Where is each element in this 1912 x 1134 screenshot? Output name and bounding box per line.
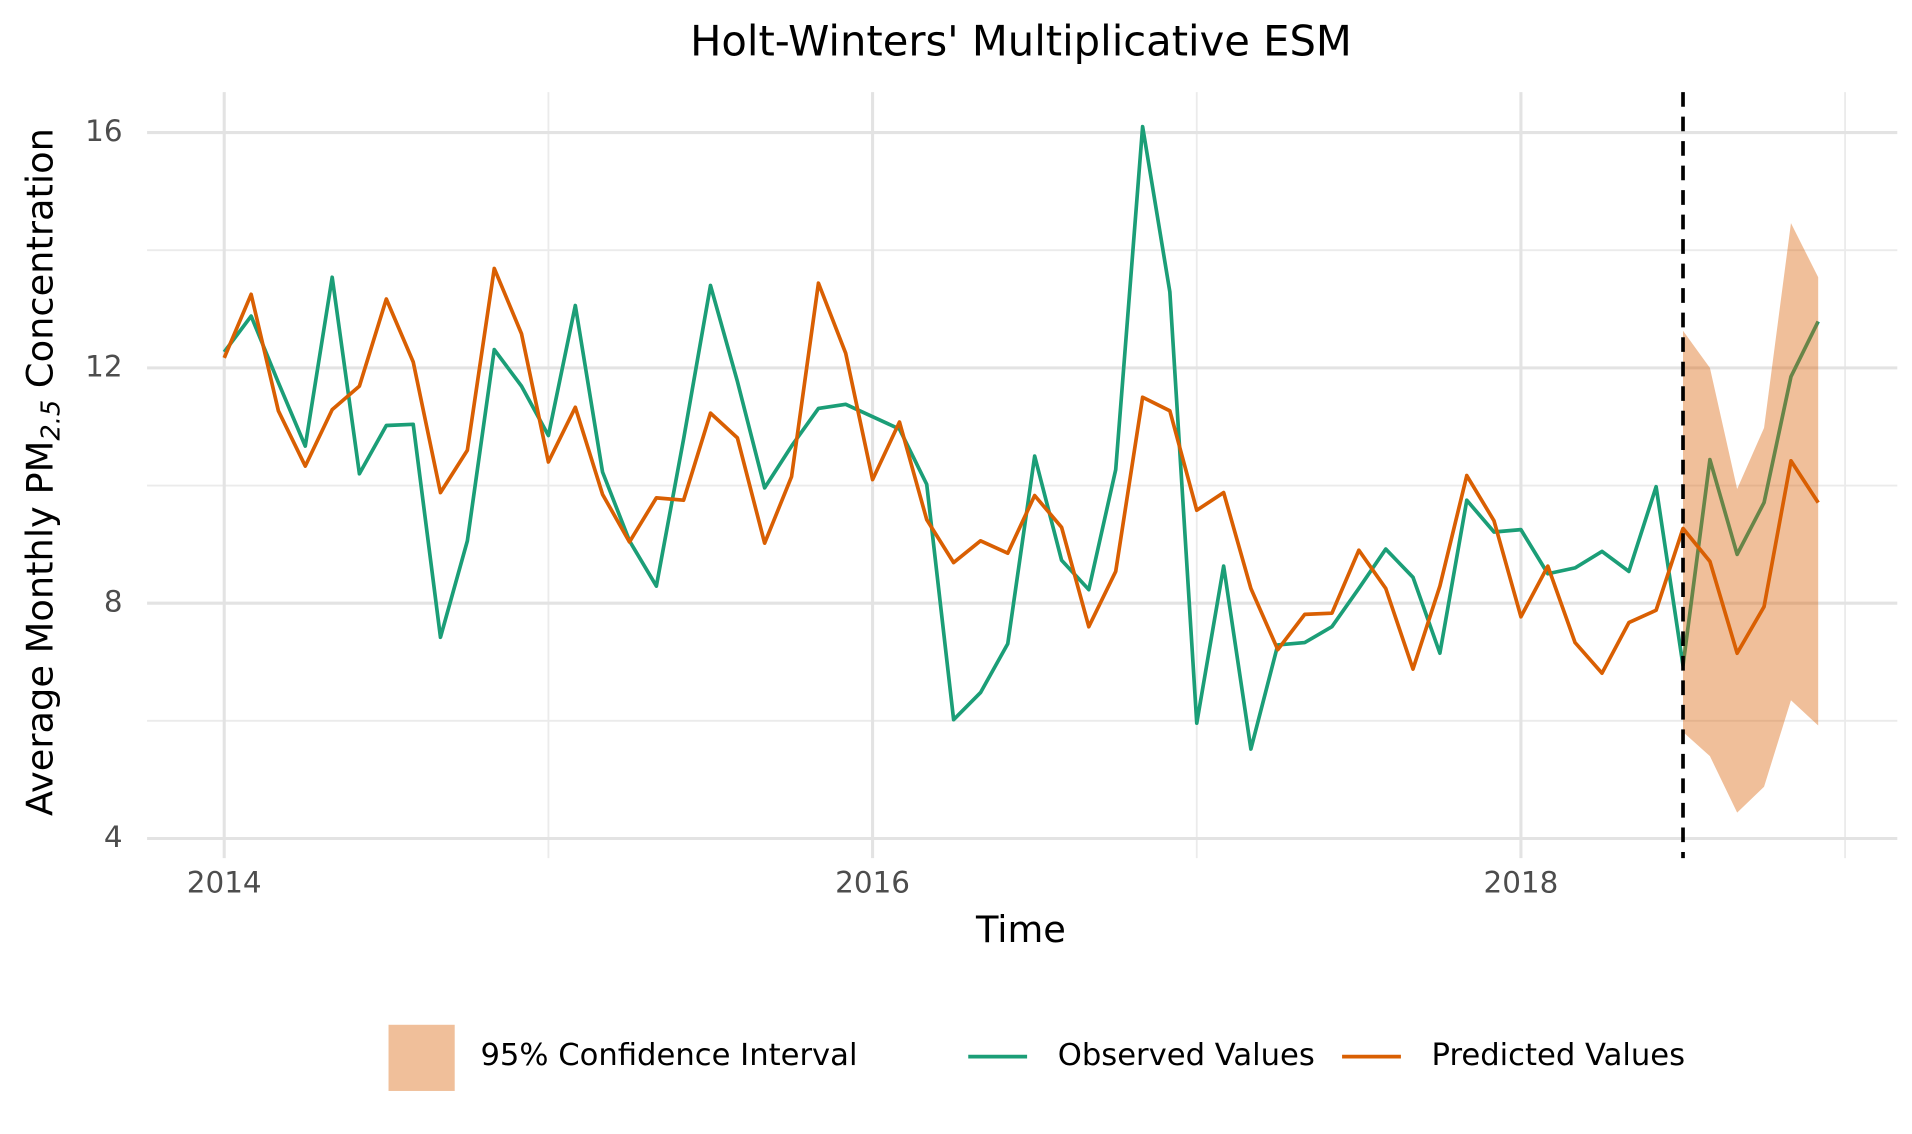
legend-swatch: [388, 1024, 455, 1091]
legend: 95% Confidence Interval Observed Values Pr…: [388, 1024, 1686, 1091]
grid: 2014 2016 2018 4 8 12 16: [85, 92, 1898, 899]
chart-title: Holt-Winters' Multiplicative ESM: [690, 16, 1352, 65]
line: [222, 124, 1820, 751]
legend-label: 95% Confidence Interval: [480, 1038, 857, 1073]
y-axis-title-suffix: Concentration: [18, 128, 61, 400]
x-axis-title: Time: [975, 908, 1066, 951]
x-tick-label: 2014: [187, 865, 262, 899]
y-axis-title-subscript: 2.5: [36, 400, 66, 441]
y-tick-label: 4: [104, 820, 123, 854]
y-tick-label: 12: [85, 349, 122, 383]
legend-label: Predicted Values: [1432, 1038, 1686, 1073]
plot-area: [222, 92, 1820, 859]
y-axis-title: Average Monthly PM2.5 Concentration: [18, 128, 66, 816]
y-tick-label: 8: [104, 585, 123, 619]
y-axis-title-text: Average Monthly PM: [18, 441, 61, 816]
x-tick-label: 2016: [835, 865, 910, 899]
confidence-band: [1683, 223, 1819, 813]
legend-label: Observed Values: [1058, 1038, 1315, 1073]
x-tick-label: 2018: [1484, 865, 1559, 899]
y-tick-label: 16: [85, 114, 122, 148]
line: [222, 266, 1820, 676]
